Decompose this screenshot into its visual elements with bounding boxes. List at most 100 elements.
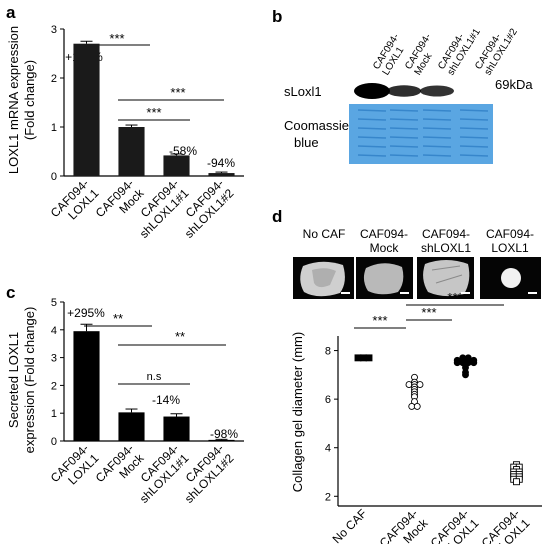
gel-disc-loxl1 xyxy=(501,268,521,288)
panel-label-c: c xyxy=(6,283,15,302)
panel-c-bar xyxy=(163,416,190,441)
coomassie-stripe xyxy=(459,118,489,121)
panel-d: No CAF CAF094- Mock CAF094- shLOXL1 CAF0… xyxy=(290,227,541,492)
coomassie-stripe xyxy=(389,127,419,130)
panel-d-point xyxy=(413,402,421,410)
panel-d-category-label-line: No CAF xyxy=(330,506,370,544)
panel-a-ytick-label: 3 xyxy=(51,24,57,36)
gel-image-label-1-line1: CAF094- xyxy=(360,227,408,241)
panel-d-sig-text-1: *** xyxy=(372,313,387,328)
panel-d-ytick-label: 4 xyxy=(325,443,331,455)
panel-c-category-label: CAF094-shLOXL1#2 xyxy=(172,441,237,506)
panel-c-ytick-label: 0 xyxy=(51,436,57,448)
coomassie-stripe xyxy=(422,145,452,148)
panel-d-ytick-label: 2 xyxy=(325,491,331,503)
panel-c-bar xyxy=(73,331,100,441)
panel-a-bar xyxy=(118,127,145,176)
panel-d-sig-text-2: *** xyxy=(421,305,436,320)
panel-c-pct-3: -98% xyxy=(210,427,238,441)
coomassie-stripe xyxy=(357,145,387,148)
panel-label-d: d xyxy=(272,207,282,226)
panel-d-category-label: CAF094-Mock xyxy=(377,506,431,544)
panel-a-sig-text-1: *** xyxy=(109,31,124,46)
panel-b-blot: sLoxl1 Coomassie blue 69kDa CAF094-LOXL1… xyxy=(284,21,533,164)
panel-d-ytick-label: 6 xyxy=(325,394,331,406)
lane-label: CAF094-shLOXL1#1 xyxy=(436,21,483,78)
panel-c-ytick-label: 5 xyxy=(51,297,57,309)
panel-a-bar xyxy=(163,155,190,176)
panel-d-sig-text-3: *** xyxy=(447,290,462,305)
panel-a-category-label: CAF094-Mock xyxy=(93,176,147,230)
panel-label-b: b xyxy=(272,7,282,26)
coomassie-stripe xyxy=(459,127,489,130)
coomassie-stripe xyxy=(422,154,452,157)
stain-label-line1: Coomassie xyxy=(284,118,349,133)
panel-a-ytick-label: 1 xyxy=(51,122,57,134)
protein-band xyxy=(354,83,390,99)
coomassie-stripe xyxy=(357,127,387,130)
panel-c-ytick-label: 4 xyxy=(51,325,57,337)
gel-image-label-3-line1: CAF094- xyxy=(486,227,534,241)
coomassie-stripe xyxy=(422,136,452,139)
lane-label: CAF094-shLOXL1#2 xyxy=(473,21,520,78)
panel-c-pct-2: -14% xyxy=(152,393,180,407)
scale-bar-2 xyxy=(461,292,470,294)
panel-a-bar xyxy=(73,43,100,177)
panel-a-category-label: CAF094-LOXL1 xyxy=(48,176,102,230)
panel-c-sig-text-2: n.s xyxy=(147,371,162,383)
panel-d-point xyxy=(416,381,424,389)
panel-d-point xyxy=(470,359,478,367)
panel-label-a: a xyxy=(6,3,16,22)
scale-bar-3 xyxy=(528,292,537,294)
coomassie-stripe xyxy=(459,136,489,139)
panel-c-pct-0: +295% xyxy=(67,306,105,320)
coomassie-stripe xyxy=(459,154,489,157)
lane-label: CAF094-LOXL1 xyxy=(371,32,411,78)
gel-disc-folds-shloxl1 xyxy=(431,265,463,284)
gel-image-label-0-line1: No CAF xyxy=(303,227,346,241)
panel-a-ytick-label: 0 xyxy=(51,171,57,183)
lane-label: CAF094-Mock xyxy=(403,32,443,78)
panel-c-sig-text-3: ** xyxy=(175,329,185,344)
panel-d-category-label: CAF094-shLOXL1 xyxy=(426,506,481,544)
gel-image-label-2-line2: shLOXL1 xyxy=(421,241,471,255)
coomassie-stripe xyxy=(422,118,452,121)
protein-band xyxy=(386,85,422,97)
panel-c-bar xyxy=(118,412,145,441)
panel-c-category-label: CAF094-Mock xyxy=(93,441,147,495)
coomassie-stripe xyxy=(389,136,419,139)
panel-d-category-label: No CAF xyxy=(330,506,370,544)
panel-c-chart: Secreted LOXL1 expression (Fold change) … xyxy=(6,306,238,453)
scale-bar-0 xyxy=(341,292,350,294)
panel-c-bar xyxy=(208,439,235,441)
coomassie-stripe xyxy=(357,136,387,139)
panel-c-ylabel-line1: Secreted LOXL1 xyxy=(6,332,21,428)
coomassie-stripe xyxy=(422,109,452,112)
panel-a-ylabel-line2: (Fold change) xyxy=(22,60,37,140)
gel-image-label-3-line2: LOXL1 xyxy=(491,241,529,255)
panel-a-sig-text-2: *** xyxy=(146,105,161,120)
panel-a-ylabel-line1: LOXL1 mRNA expression xyxy=(6,26,21,174)
coomassie-stripe xyxy=(389,154,419,157)
panel-a-pct-3: -94% xyxy=(207,156,235,170)
coomassie-stripe xyxy=(422,127,452,130)
gel-image-label-2-line1: CAF094- xyxy=(422,227,470,241)
panel-d-category-label: CAF094-LOXL1 xyxy=(479,506,533,544)
gel-disc-shloxl1 xyxy=(423,260,470,297)
coomassie-stripe xyxy=(357,109,387,112)
panel-a-category-label: CAF094-shLOXL1#2 xyxy=(172,176,237,241)
coomassie-stripe xyxy=(389,109,419,112)
panel-d-ytick-label: 8 xyxy=(325,346,331,358)
scale-bar-1 xyxy=(400,292,409,294)
coomassie-stripe xyxy=(357,154,387,157)
mw-label: 69kDa xyxy=(495,77,533,92)
panel-a-ytick-label: 2 xyxy=(51,73,57,85)
panel-c-category-label: CAF094-LOXL1 xyxy=(48,441,102,495)
coomassie-stripe xyxy=(389,145,419,148)
coomassie-stripe xyxy=(389,118,419,121)
coomassie-stripe xyxy=(357,118,387,121)
coomassie-stripe xyxy=(459,109,489,112)
panel-a-sig-text-3: *** xyxy=(170,85,185,100)
